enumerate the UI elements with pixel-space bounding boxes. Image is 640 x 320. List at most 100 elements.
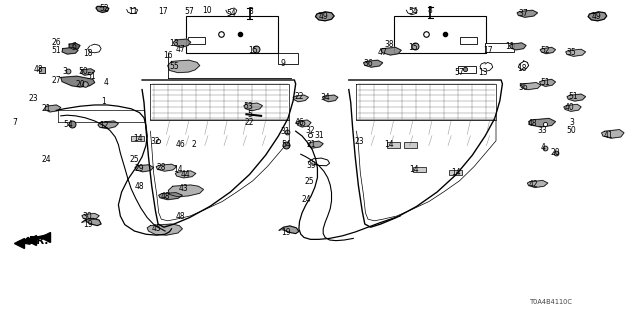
Text: 18: 18 xyxy=(84,49,93,58)
Polygon shape xyxy=(509,43,526,50)
Polygon shape xyxy=(588,12,607,21)
Text: 48: 48 xyxy=(134,182,145,191)
Bar xyxy=(413,167,426,172)
Text: 46: 46 xyxy=(294,118,305,127)
Polygon shape xyxy=(296,120,311,127)
Text: 14: 14 xyxy=(409,165,419,174)
Polygon shape xyxy=(540,79,556,86)
Text: 12: 12 xyxy=(99,121,108,130)
Text: 8: 8 xyxy=(428,6,433,15)
Text: 37: 37 xyxy=(518,9,529,18)
Text: 54: 54 xyxy=(227,9,237,18)
Polygon shape xyxy=(293,95,308,102)
Text: 52: 52 xyxy=(99,4,109,13)
Bar xyxy=(449,170,462,175)
Text: 57: 57 xyxy=(184,7,194,16)
Text: 15: 15 xyxy=(408,44,418,52)
Text: 41: 41 xyxy=(603,131,613,140)
Text: 14: 14 xyxy=(173,165,183,174)
Text: 1: 1 xyxy=(101,97,106,106)
Polygon shape xyxy=(520,83,541,90)
Bar xyxy=(188,37,205,44)
Bar xyxy=(131,136,144,141)
Polygon shape xyxy=(82,218,101,226)
Text: 7: 7 xyxy=(12,118,17,127)
Text: 44: 44 xyxy=(180,170,191,179)
Polygon shape xyxy=(156,164,177,171)
Bar xyxy=(387,142,400,148)
Text: 49: 49 xyxy=(591,12,602,21)
Polygon shape xyxy=(98,121,118,129)
Text: 38: 38 xyxy=(384,40,394,49)
Text: 48: 48 xyxy=(33,65,44,74)
Text: 32: 32 xyxy=(150,137,160,146)
Text: 47: 47 xyxy=(175,45,186,54)
Text: 22: 22 xyxy=(295,92,304,101)
Text: FR.: FR. xyxy=(29,236,48,246)
Polygon shape xyxy=(323,95,338,102)
Polygon shape xyxy=(517,10,538,17)
Bar xyxy=(404,142,417,148)
Text: 19: 19 xyxy=(83,220,93,229)
Text: 40: 40 xyxy=(564,103,575,112)
Text: 3: 3 xyxy=(63,67,68,76)
Text: 52: 52 xyxy=(540,46,550,55)
Text: 54: 54 xyxy=(281,140,291,149)
Polygon shape xyxy=(244,103,262,111)
Text: 3: 3 xyxy=(569,118,574,127)
Text: 50: 50 xyxy=(566,126,577,135)
Text: 51: 51 xyxy=(540,78,550,87)
Text: 17: 17 xyxy=(158,7,168,16)
Text: 30: 30 xyxy=(83,212,93,221)
Text: 24: 24 xyxy=(41,155,51,164)
Polygon shape xyxy=(564,104,581,111)
Bar xyxy=(460,37,477,44)
Bar xyxy=(458,66,476,73)
Text: 33: 33 xyxy=(538,126,548,135)
Text: 50: 50 xyxy=(78,67,88,76)
Text: 55: 55 xyxy=(169,62,179,71)
Text: 34: 34 xyxy=(320,93,330,102)
Text: 19: 19 xyxy=(281,228,291,237)
Polygon shape xyxy=(567,94,586,101)
Text: 8: 8 xyxy=(248,7,253,16)
Text: 45: 45 xyxy=(152,224,162,233)
Text: 17: 17 xyxy=(483,46,493,55)
Text: 11: 11 xyxy=(128,7,137,16)
Text: 39: 39 xyxy=(307,161,317,170)
Polygon shape xyxy=(279,226,299,234)
Text: 28: 28 xyxy=(157,163,166,172)
Polygon shape xyxy=(173,39,191,47)
Text: 18: 18 xyxy=(517,64,526,73)
Polygon shape xyxy=(62,47,78,54)
Text: 57: 57 xyxy=(454,68,465,77)
Polygon shape xyxy=(159,193,182,200)
Text: 46: 46 xyxy=(175,140,186,149)
Text: 56: 56 xyxy=(518,83,529,92)
Polygon shape xyxy=(381,47,401,55)
Text: 51: 51 xyxy=(51,46,61,55)
Text: 25: 25 xyxy=(129,155,140,164)
Polygon shape xyxy=(45,105,61,112)
Polygon shape xyxy=(527,180,548,188)
Text: 51: 51 xyxy=(86,72,97,81)
Polygon shape xyxy=(540,47,556,54)
Text: 54: 54 xyxy=(63,120,74,129)
Polygon shape xyxy=(61,76,95,87)
Text: 31: 31 xyxy=(314,131,324,140)
Text: 14: 14 xyxy=(384,140,394,149)
Text: 2: 2 xyxy=(191,140,196,149)
Text: 4: 4 xyxy=(540,143,545,152)
Text: 43: 43 xyxy=(179,184,189,193)
Text: T0A4B4110C: T0A4B4110C xyxy=(530,299,573,305)
Text: 51: 51 xyxy=(568,92,578,101)
Text: 42: 42 xyxy=(528,180,538,189)
Text: 11: 11 xyxy=(506,42,515,51)
Text: 24: 24 xyxy=(301,195,311,204)
Text: 23: 23 xyxy=(28,94,38,103)
Polygon shape xyxy=(308,141,323,148)
Text: 14: 14 xyxy=(132,134,143,143)
Text: 9: 9 xyxy=(280,59,285,68)
Polygon shape xyxy=(96,6,109,12)
Polygon shape xyxy=(81,69,95,75)
